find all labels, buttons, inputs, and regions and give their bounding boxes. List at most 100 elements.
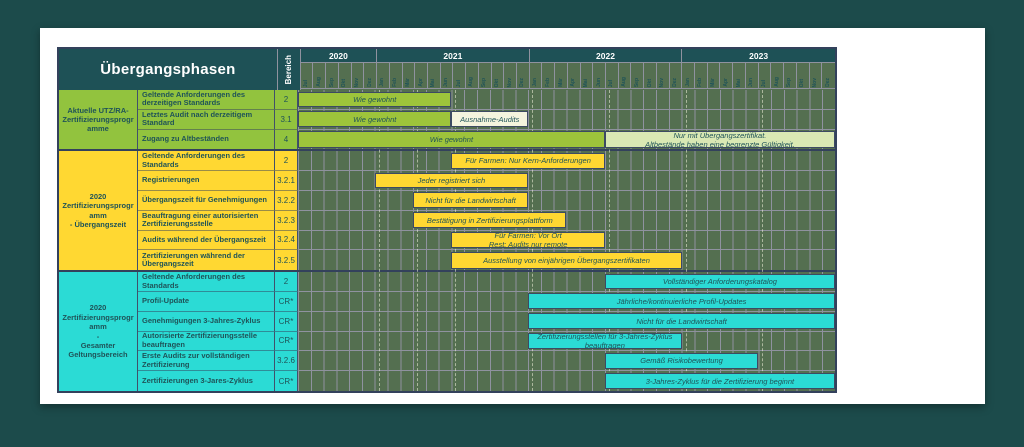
month-cell: Aug <box>466 63 479 88</box>
timeline-cell: Wie gewohnt Ausnahme-Audits <box>298 109 835 130</box>
gantt-bar: Nicht für die Landwirtschaft <box>528 313 835 330</box>
bereich-value: 3.2.4 <box>275 230 298 251</box>
month-label: Jul <box>455 79 462 87</box>
month-label: Nov <box>506 77 513 87</box>
row-label: Genehmigungen 3-Jahres-Zyklus <box>138 311 275 332</box>
month-header-row: Jul Aug Sep Okt Nov Dez Jan Feb Mär Apr Mai Jun Jul A… <box>300 63 835 89</box>
table-row: Erste Audits zur vollständigen Zertifizi… <box>138 351 835 372</box>
month-cell: Jun <box>746 63 759 88</box>
row-label: Autorisierte Zertifizierungsstelle beauf… <box>138 331 275 352</box>
month-label: Mai <box>582 78 589 87</box>
month-cell: Nov <box>657 63 670 88</box>
month-cell: Sep <box>479 63 492 88</box>
month-label: Okt <box>646 78 653 87</box>
month-label: Feb <box>697 78 704 87</box>
gantt-bar: Wie gewohnt <box>298 111 452 128</box>
year-label: 2020 <box>301 49 378 62</box>
month-label: Jun <box>443 78 450 87</box>
month-cell: Aug <box>771 63 785 88</box>
group-label: 2020 Zertifizierungsprogramm - Gesamter … <box>59 272 138 391</box>
bereich-value: 3.2.3 <box>275 210 298 231</box>
row-label: Geltende Anforderungen des Standards <box>138 151 275 172</box>
month-label: Dez <box>671 78 678 87</box>
gantt-bar: Gemäß Risikobewertung <box>604 352 759 369</box>
year-label: 2021 <box>377 49 530 62</box>
page-title: Übergangsphasen <box>59 49 278 90</box>
bereich-column-header: Bereich <box>277 49 301 90</box>
month-cell: Jan <box>377 63 390 88</box>
timeline-cell: Nicht für die Landwirtschaft <box>298 190 835 211</box>
timeline-cell: Vollständiger Anforderungskatalog <box>298 272 835 292</box>
month-label: Nov <box>354 77 360 87</box>
month-cell: Sep <box>326 63 339 88</box>
month-cell: Sep <box>784 63 797 88</box>
group-row: Aktuelle UTZ/RA- Zertifizierungsprogramm… <box>59 90 835 150</box>
bereich-value: CR* <box>275 371 298 391</box>
bereich-value: 3.1 <box>275 109 298 130</box>
gantt-bar: Jährliche/kontinuierliche Profil-Updates <box>528 293 835 310</box>
month-cell: Aug <box>619 63 632 88</box>
gantt-bar: Für Farmen: Vor Ort Rest: Audits nur rem… <box>451 232 605 248</box>
row-label: Beauftragung einer autorisierten Zertifi… <box>138 210 275 231</box>
timeline-cell: 3-Jahres-Zyklus für die Zertifizierung b… <box>298 371 835 391</box>
month-label: Nov <box>659 77 666 87</box>
bereich-value: CR* <box>275 291 298 312</box>
month-label: Sep <box>786 77 793 87</box>
table-row: Geltende Anforderungen des Standards 2 Für… <box>138 151 835 172</box>
month-label: Aug <box>621 77 628 87</box>
month-label: Aug <box>315 77 322 87</box>
month-cell: Feb <box>695 63 708 88</box>
month-cell: Apr <box>568 63 581 88</box>
row-label: Profil-Update <box>138 291 275 312</box>
month-cell: Okt <box>492 63 505 88</box>
group-row: 2020 Zertifizierungsprogramm - Übergangs… <box>59 149 835 271</box>
row-label: Zertifizierungen während der Übergangsze… <box>138 250 275 271</box>
row-label: Geltende Anforderungen des derzeitigen S… <box>138 90 275 110</box>
table-row: Geltende Anforderungen des derzeitigen S… <box>138 90 835 110</box>
slide-card: Übergangsphasen Bereich 2020 2021 2022 2023… <box>40 28 985 404</box>
gantt-bar: Wie gewohnt <box>298 91 452 108</box>
timeline-cell: Für Farmen: Nur Kern-Anforderungen <box>298 151 835 172</box>
month-cell: Sep <box>631 63 645 88</box>
table-row: Zugang zu Altbeständen 4 Wie gewohnt Nur mi… <box>138 129 835 150</box>
bereich-value: 3.2.2 <box>275 190 298 211</box>
table-row: Genehmigungen 3-Jahres-Zyklus CR* Nicht fü… <box>138 311 835 332</box>
table-row: Beauftragung einer autorisierten Zertifi… <box>138 210 835 231</box>
timeline-cell: Jeder registriert sich <box>298 171 835 191</box>
month-label: Okt <box>341 78 348 87</box>
bereich-value: 2 <box>275 90 298 110</box>
table-row: Registrierungen 3.2.1 Jeder registriert si… <box>138 171 835 191</box>
bereich-value: 2 <box>275 151 298 172</box>
month-cell: Feb <box>542 63 556 88</box>
row-label: Letztes Audit nach derzeitigem Standard <box>138 109 275 130</box>
year-label: 2023 <box>749 50 769 61</box>
row-label: Übergangszeit für Genehmigungen <box>138 190 275 211</box>
bereich-value: CR* <box>275 331 298 352</box>
group-label: 2020 Zertifizierungsprogramm - Übergangs… <box>59 151 138 271</box>
table-row: Profil-Update CR* Jährliche/kontinuierlich… <box>138 291 835 312</box>
month-cell: Mai <box>581 63 594 88</box>
bereich-value: 3.2.1 <box>275 171 298 191</box>
month-label: Nov <box>811 77 818 87</box>
month-label: Jun <box>748 78 755 87</box>
bereich-value: 2 <box>275 272 298 292</box>
month-label: Jan <box>379 78 386 87</box>
table-row: Audits während der Übergangszeit 3.2.4 Für… <box>138 230 835 251</box>
month-cell: Apr <box>720 63 734 88</box>
month-cell: Jun <box>593 63 607 88</box>
timeline-cell: Für Farmen: Vor Ort Rest: Audits nur rem… <box>298 230 835 251</box>
timeline-cell: Wie gewohnt <box>298 90 835 110</box>
gantt-bar: Nicht für die Landwirtschaft <box>413 192 529 209</box>
month-cell: Dez <box>670 63 683 88</box>
bereich-column-label: Bereich <box>284 54 294 85</box>
table-row: Zertifizierungen während der Übergangsze… <box>138 250 835 271</box>
month-label: Dez <box>366 78 373 87</box>
month-cell: Okt <box>797 63 810 88</box>
month-cell: Dez <box>822 63 835 88</box>
month-label: Feb <box>392 78 399 87</box>
month-label: Jan <box>532 78 539 87</box>
month-cell: Aug <box>313 63 327 88</box>
gantt-bar: Vollständiger Anforderungskatalog <box>604 273 835 290</box>
month-cell: Okt <box>339 63 352 88</box>
month-label: Apr <box>722 78 729 87</box>
